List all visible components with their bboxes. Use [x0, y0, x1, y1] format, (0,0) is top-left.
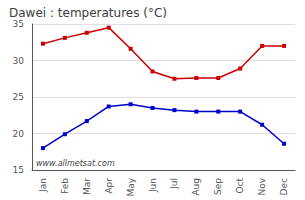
svg-text:Dec: Dec [279, 178, 289, 195]
svg-text:May: May [126, 177, 136, 196]
svg-text:Sep: Sep [213, 178, 223, 195]
svg-text:Feb: Feb [60, 178, 70, 194]
svg-text:15: 15 [13, 165, 24, 175]
svg-text:Apr: Apr [104, 178, 114, 194]
svg-text:www.allmetsat.com: www.allmetsat.com [36, 159, 115, 168]
svg-text:35: 35 [13, 19, 24, 29]
svg-text:Nov: Nov [257, 177, 267, 195]
svg-text:Jan: Jan [38, 178, 48, 193]
svg-text:Jul: Jul [169, 178, 179, 190]
svg-text:Mar: Mar [82, 178, 92, 195]
svg-text:Aug: Aug [191, 178, 201, 196]
svg-text:20: 20 [13, 129, 25, 139]
svg-text:Jun: Jun [148, 178, 158, 193]
svg-text:25: 25 [13, 92, 24, 102]
svg-text:Oct: Oct [235, 178, 245, 194]
svg-text:Dawei : temperatures (°C): Dawei : temperatures (°C) [9, 6, 167, 20]
svg-text:30: 30 [13, 56, 25, 66]
